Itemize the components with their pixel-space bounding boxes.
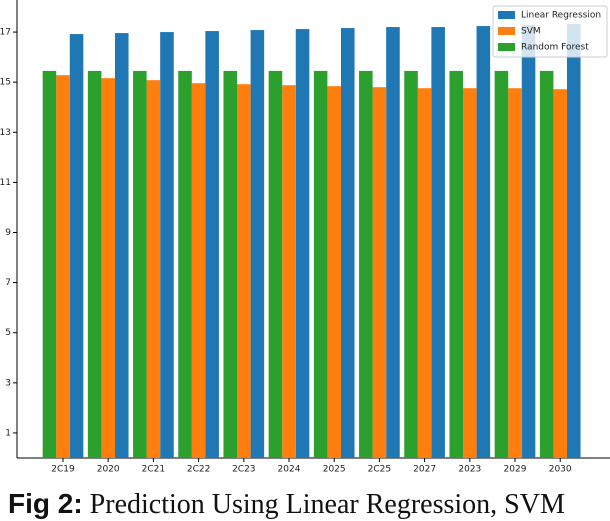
caption-label: Fig 2: [8,488,83,519]
bar [191,83,206,458]
bar [508,88,522,458]
legend-label: Random Forest [521,43,589,53]
bar [237,84,251,458]
bar [359,70,373,459]
x-tick-label: 2C19 [51,465,75,475]
y-tick-label: 1 [5,428,11,438]
y-tick-label: 9 [5,228,11,238]
bar [372,87,387,458]
x-tick-label: 2C23 [232,465,255,475]
bar [42,70,57,459]
x-tick-label: 2025 [323,465,346,475]
legend-swatch [498,11,515,19]
bar [56,75,70,459]
bar [205,31,219,459]
bar [160,32,174,459]
caption: Fig 2: Prediction Using Linear Regressio… [8,488,565,521]
legend-swatch [498,27,515,35]
x-tick-label: 2023 [458,465,481,475]
x-tick-label: 2029 [504,465,527,475]
bar [431,27,445,459]
bar [494,70,509,459]
bar [539,70,554,459]
bar [178,70,192,459]
y-tick-label: 15 [0,78,11,88]
legend-label: SVM [521,27,541,37]
x-tick-label: 2020 [97,465,120,475]
bar [223,70,238,459]
bar [146,80,161,459]
x-tick-label: 2C25 [368,465,391,475]
y-tick-label: 17 [0,28,11,38]
bar [521,25,536,459]
bar [404,70,418,459]
y-tick-label: 7 [5,278,11,288]
caption-text: Prediction Using Linear Regression, SVM [89,489,565,520]
bar [295,29,310,459]
y-tick-label: 11 [0,178,11,188]
bar [101,78,115,459]
bar [340,28,355,459]
bar [87,70,102,459]
bar [327,86,341,458]
x-tick-label: 2024 [278,465,301,475]
bar [250,30,265,459]
bar [386,27,400,459]
legend-box [492,5,608,58]
y-tick-label: 3 [5,378,11,388]
bar [417,88,432,458]
bar [449,70,464,459]
bar [566,24,581,459]
x-tick-label: 2027 [413,465,436,475]
bar [69,34,84,459]
bar [133,70,147,459]
x-tick-label: 2C21 [142,465,165,475]
bar [268,70,283,459]
y-tick-label: 13 [0,128,11,138]
x-tick-label: 2030 [549,465,572,475]
x-tick-label: 2C22 [187,465,210,475]
bar [463,88,477,458]
legend-swatch [498,43,515,51]
bar [114,33,129,459]
bar [313,70,328,459]
bar [553,89,567,458]
y-tick-label: 5 [5,328,11,338]
legend-label: Linear Regression [521,11,601,21]
bar [282,85,296,458]
bar [476,26,491,459]
